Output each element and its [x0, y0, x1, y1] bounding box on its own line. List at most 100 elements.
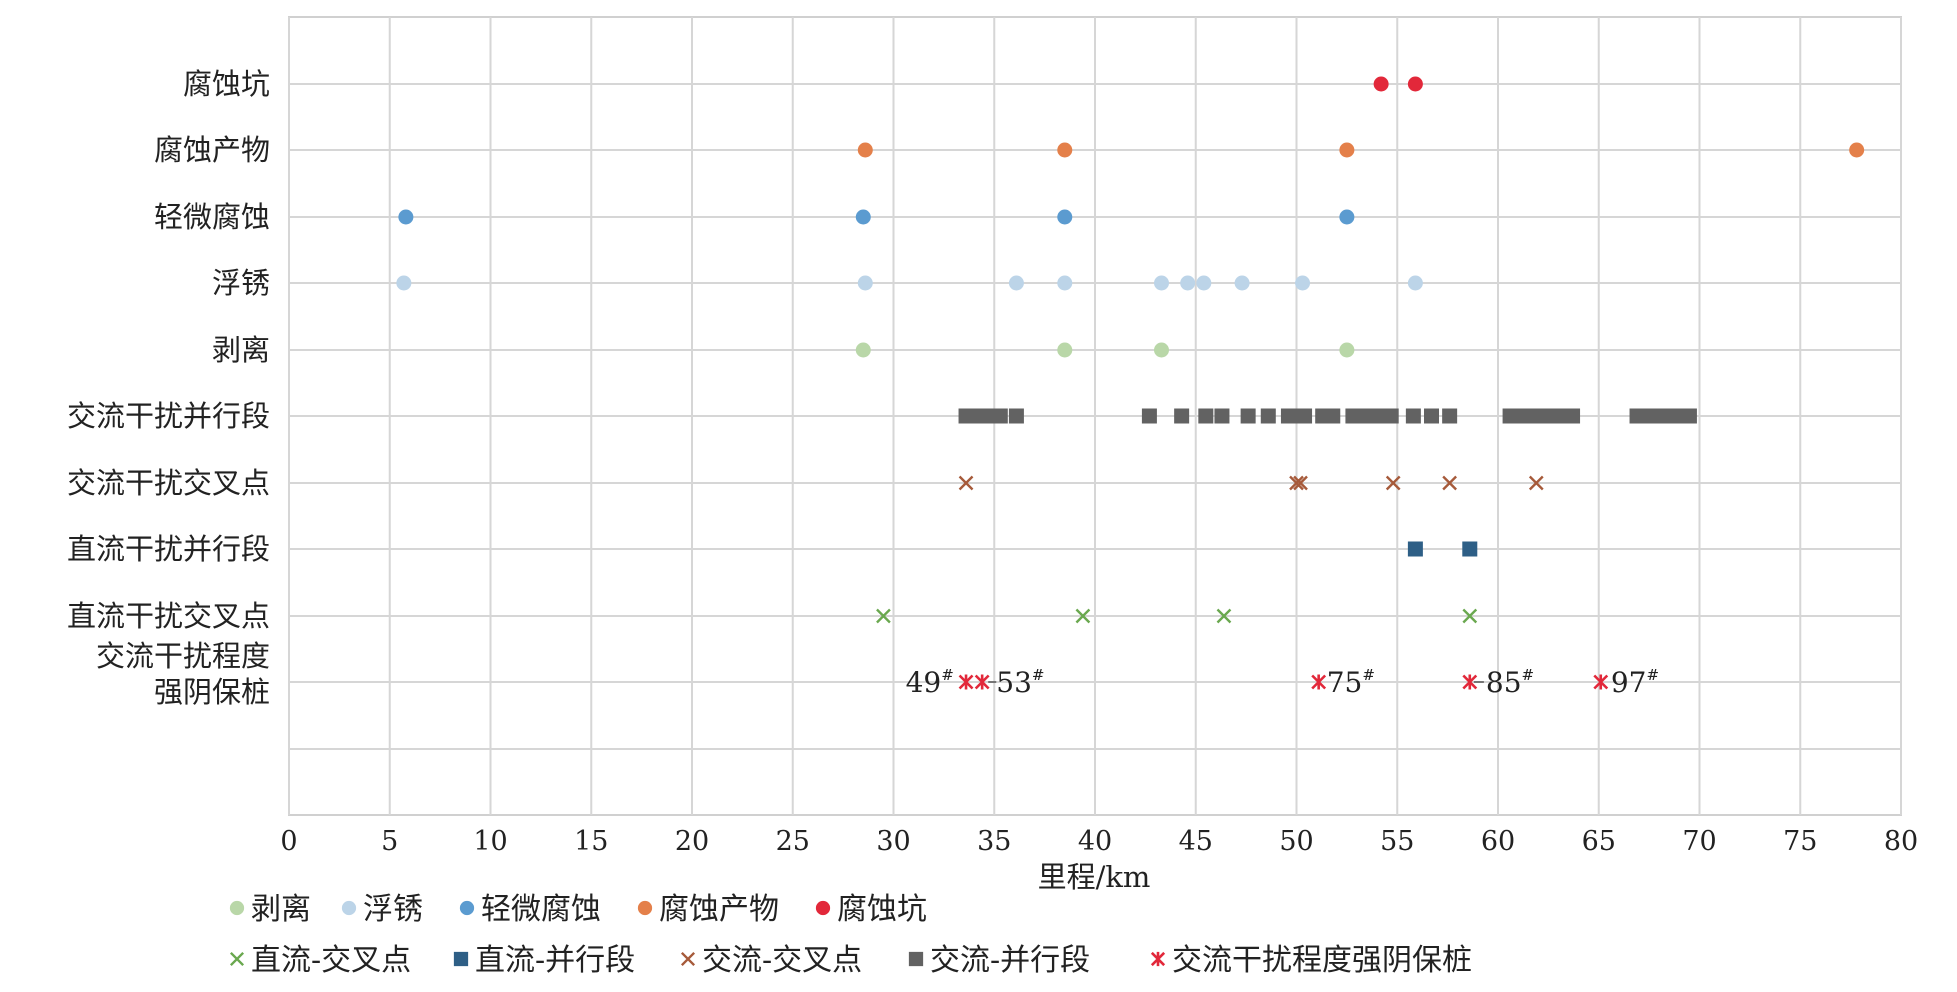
legend-marker — [908, 951, 924, 967]
data-point — [1661, 408, 1677, 424]
x-tick-label: 40 — [1078, 826, 1112, 857]
x-tick-label: 55 — [1380, 826, 1414, 857]
x-axis-ticks: 0 5 10 15 20 25 30 35 40 45 50 55 60 65 70 75 80 — [280, 826, 1918, 857]
data-point — [855, 342, 871, 358]
x-tick-label: 60 — [1481, 826, 1515, 857]
data-point — [1849, 142, 1865, 158]
data-point — [1260, 408, 1276, 424]
y-axis-label: 交流干扰并行段 — [67, 399, 270, 433]
y-axis-label: 交流干扰程度 — [96, 639, 270, 673]
legend-marker — [229, 951, 245, 967]
series-3 — [857, 142, 1865, 158]
legend-label: 交流-交叉点 — [702, 943, 862, 978]
data-point — [1141, 408, 1157, 424]
y-axis-label: 直流干扰并行段 — [67, 532, 270, 566]
data-point — [1240, 408, 1256, 424]
y-axis-label: 腐蚀坑 — [183, 67, 270, 101]
legend-item: 交流-并行段 — [908, 943, 1090, 978]
x-axis-title: 里程/km — [1038, 860, 1151, 894]
data-point — [1442, 408, 1458, 424]
grid — [288, 16, 1902, 816]
annotation-label: 53# — [996, 666, 1044, 699]
data-point — [1462, 541, 1478, 557]
x-tick-label: 65 — [1582, 826, 1616, 857]
y-axis-label: 交流干扰交叉点 — [67, 466, 270, 500]
legend-label: 交流-并行段 — [930, 943, 1090, 978]
data-point — [1407, 275, 1423, 291]
data-point — [1462, 674, 1478, 690]
legend-item: 直流-并行段 — [453, 943, 635, 978]
data-point — [1325, 408, 1341, 424]
y-axis-labels: 腐蚀坑腐蚀产物轻微腐蚀浮锈剥离交流干扰并行段交流干扰交叉点直流干扰并行段直流干扰… — [67, 67, 270, 709]
legend-label: 交流干扰程度强阴保桩 — [1172, 943, 1472, 978]
annotation-superscript: # — [1646, 666, 1659, 684]
data-point — [1153, 275, 1169, 291]
data-point — [1075, 608, 1091, 624]
legend-item: 剥离 — [229, 892, 311, 927]
x-tick-label: 75 — [1783, 826, 1817, 857]
data-point — [1528, 475, 1544, 491]
data-point — [992, 408, 1008, 424]
legend-label: 直流-并行段 — [475, 943, 635, 978]
x-tick-label: 5 — [381, 826, 398, 857]
data-point — [1008, 275, 1024, 291]
legend-marker — [453, 951, 469, 967]
legend-label: 直流-交叉点 — [251, 943, 411, 978]
data-point — [396, 275, 412, 291]
data-point — [1565, 408, 1581, 424]
data-point — [1383, 408, 1399, 424]
data-point — [1593, 674, 1609, 690]
data-point — [1214, 408, 1230, 424]
data-marks — [396, 76, 1865, 690]
x-tick-label: 10 — [473, 826, 507, 857]
legend-item: 交流干扰程度强阴保桩 — [1150, 943, 1472, 978]
x-tick-label: 0 — [280, 826, 297, 857]
annotation-superscript: # — [1032, 666, 1045, 684]
y-axis-label: 强阴保桩 — [154, 675, 270, 709]
x-tick-label: 15 — [574, 826, 608, 857]
legend-marker — [1150, 951, 1166, 967]
annotation-label: 49# — [906, 666, 954, 699]
legend-marker — [341, 900, 357, 916]
data-point — [1057, 342, 1073, 358]
data-point — [1681, 408, 1697, 424]
annotation-text: 75 — [1327, 666, 1363, 699]
legend-label: 腐蚀产物 — [659, 892, 779, 927]
annotation-text: 97 — [1611, 666, 1647, 699]
data-point — [1405, 408, 1421, 424]
data-point — [398, 209, 414, 225]
data-point — [1216, 608, 1232, 624]
legend-marker — [459, 900, 475, 916]
data-point — [1153, 342, 1169, 358]
legend-item: 腐蚀坑 — [815, 892, 927, 927]
legend-marker — [680, 951, 696, 967]
data-point — [1407, 76, 1423, 92]
data-point — [1407, 541, 1423, 557]
legend-marker — [815, 900, 831, 916]
data-point — [857, 142, 873, 158]
legend-item: 直流-交叉点 — [229, 943, 411, 978]
data-point — [1280, 408, 1296, 424]
y-axis-label: 剥离 — [212, 333, 270, 367]
data-point — [1174, 408, 1190, 424]
data-point — [958, 475, 974, 491]
legend-marker — [229, 900, 245, 916]
data-point — [1311, 674, 1327, 690]
data-point — [1424, 408, 1440, 424]
data-point — [1339, 142, 1355, 158]
legend-item: 交流-交叉点 — [680, 943, 862, 978]
series-8 — [958, 408, 1697, 424]
data-point — [1373, 76, 1389, 92]
series-7 — [958, 475, 1544, 491]
data-point — [1442, 475, 1457, 491]
data-point — [876, 608, 891, 624]
data-point — [1293, 475, 1308, 491]
legend-marker — [637, 900, 653, 916]
data-point — [1008, 408, 1024, 424]
y-axis-label: 腐蚀产物 — [154, 133, 270, 167]
data-point — [1552, 408, 1568, 424]
annotation-superscript: # — [941, 666, 954, 684]
